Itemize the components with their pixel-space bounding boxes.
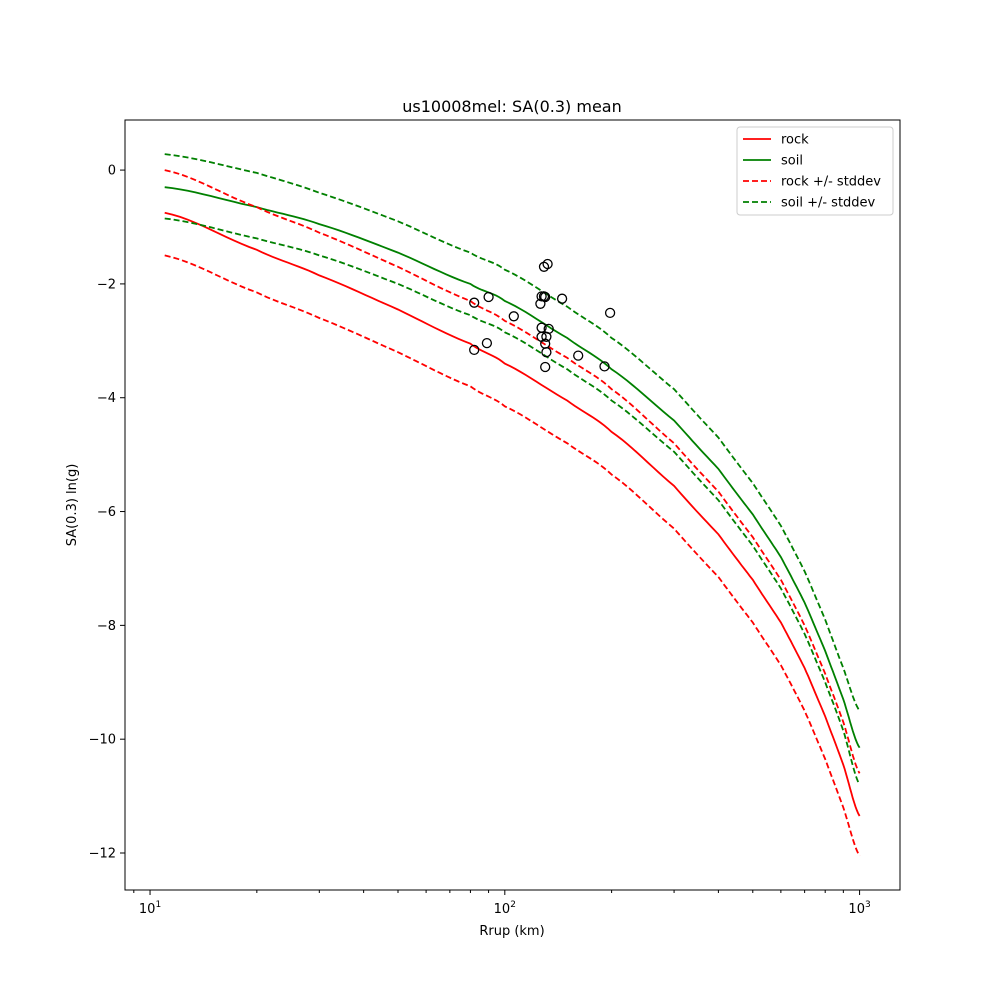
- y-axis-label: SA(0.3) ln(g): [65, 464, 80, 547]
- series-line-rock: [164, 211, 861, 817]
- observation-point: [541, 347, 552, 358]
- chart-title: us10008mel: SA(0.3) mean: [402, 97, 622, 116]
- x-tick-label: 101: [139, 900, 161, 917]
- observation-point: [508, 311, 519, 322]
- series-line-soil-stddev: [164, 153, 861, 712]
- observation-point: [481, 337, 493, 349]
- observation-point: [469, 344, 480, 356]
- legend-box: [736, 126, 894, 216]
- y-tick-label: −4: [97, 391, 116, 406]
- observation-point: [483, 291, 494, 303]
- y-tick-label: −8: [97, 619, 116, 634]
- y-tick-label: −2: [97, 277, 116, 292]
- series-line-soil-stddev: [164, 217, 861, 786]
- observation-point: [538, 261, 550, 272]
- y-tick-label: −12: [89, 847, 116, 862]
- x-tick-label: 103: [848, 900, 870, 917]
- series-line-rock-stddev: [164, 254, 861, 857]
- plot-area-frame: [124, 119, 901, 891]
- observation-point: [540, 361, 551, 373]
- x-tick-label: 102: [494, 900, 516, 917]
- x-axis-label: Rrup (km): [479, 924, 544, 939]
- legend-entry-label: rock: [781, 133, 809, 148]
- series-line-rock-stddev: [164, 169, 861, 774]
- observation-point: [604, 307, 616, 319]
- series-line-soil: [164, 186, 861, 749]
- observation-point: [542, 258, 553, 270]
- y-tick-label: −10: [89, 733, 116, 748]
- observation-point: [469, 297, 480, 308]
- legend-entry-label: soil: [781, 154, 803, 169]
- observation-point: [556, 293, 568, 304]
- legend-entry-label: rock +/- stddev: [781, 175, 881, 190]
- legend-entry-label: soil +/- stddev: [781, 196, 876, 211]
- y-tick-label: 0: [108, 164, 116, 179]
- observation-point: [573, 350, 584, 361]
- y-tick-label: −6: [97, 505, 116, 520]
- observation-point: [599, 361, 610, 372]
- observation-point: [543, 323, 554, 335]
- observation-point: [540, 291, 551, 303]
